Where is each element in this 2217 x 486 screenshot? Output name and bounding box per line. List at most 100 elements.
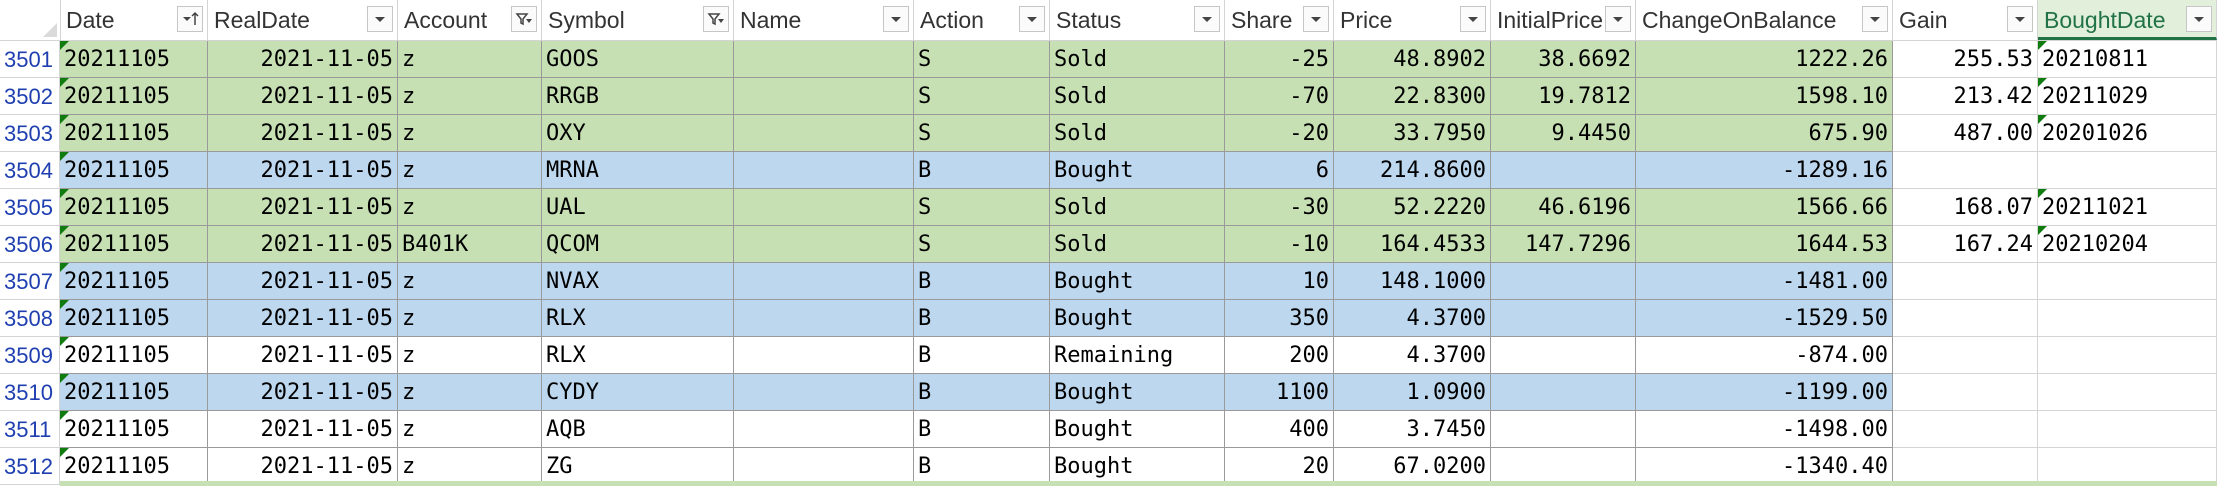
cell-name[interactable] [734, 115, 914, 152]
cell-date[interactable]: 20211105 [60, 78, 208, 115]
cell-share[interactable]: 400 [1225, 411, 1334, 448]
filter-dropdown-button[interactable] [1460, 6, 1486, 32]
cell-date[interactable]: 20211105 [60, 115, 208, 152]
cell-action[interactable]: S [914, 189, 1050, 226]
cell-date[interactable]: 20211105 [60, 448, 208, 485]
row-number[interactable]: 3512 [0, 448, 60, 485]
cell-price[interactable]: 33.7950 [1334, 115, 1491, 152]
column-header-date[interactable]: Date [60, 0, 208, 40]
row-number[interactable]: 3510 [0, 374, 60, 411]
cell-initialprice[interactable]: 147.7296 [1491, 226, 1636, 263]
cell-name[interactable] [734, 374, 914, 411]
row-number[interactable]: 3508 [0, 300, 60, 337]
cell-initialprice[interactable] [1491, 374, 1636, 411]
cell-changeonbalance[interactable]: 675.90 [1636, 115, 1893, 152]
column-header-initialprice[interactable]: InitialPrice [1491, 0, 1636, 40]
cell-realdate[interactable]: 2021-11-05 [208, 115, 398, 152]
cell-account[interactable]: z [398, 337, 542, 374]
cell-action[interactable]: B [914, 152, 1050, 189]
column-header-realdate[interactable]: RealDate [208, 0, 398, 40]
cell-boughtdate[interactable] [2038, 411, 2217, 448]
cell-changeonbalance[interactable]: -1529.50 [1636, 300, 1893, 337]
cell-status[interactable]: Bought [1050, 448, 1225, 485]
cell-initialprice[interactable] [1491, 448, 1636, 485]
filter-dropdown-button[interactable] [1194, 6, 1220, 32]
filter-dropdown-button[interactable] [1019, 6, 1045, 32]
cell-price[interactable]: 148.1000 [1334, 263, 1491, 300]
cell-status[interactable]: Sold [1050, 78, 1225, 115]
cell-symbol[interactable]: RRGB [542, 78, 734, 115]
cell-status[interactable]: Sold [1050, 189, 1225, 226]
cell-status[interactable]: Sold [1050, 115, 1225, 152]
cell-gain[interactable] [1893, 300, 2038, 337]
cell-action[interactable]: S [914, 226, 1050, 263]
cell-initialprice[interactable]: 38.6692 [1491, 41, 1636, 78]
cell-date[interactable]: 20211105 [60, 41, 208, 78]
cell-share[interactable]: 6 [1225, 152, 1334, 189]
cell-share[interactable]: -20 [1225, 115, 1334, 152]
cell-changeonbalance[interactable]: 1598.10 [1636, 78, 1893, 115]
cell-name[interactable] [734, 263, 914, 300]
cell-realdate[interactable]: 2021-11-05 [208, 152, 398, 189]
cell-boughtdate[interactable]: 20201026 [2038, 115, 2217, 152]
cell-date[interactable]: 20211105 [60, 300, 208, 337]
cell-name[interactable] [734, 189, 914, 226]
cell-account[interactable]: z [398, 448, 542, 485]
select-all-corner[interactable] [0, 0, 61, 40]
row-number[interactable]: 3504 [0, 152, 60, 189]
cell-symbol[interactable]: CYDY [542, 374, 734, 411]
cell-symbol[interactable]: NVAX [542, 263, 734, 300]
cell-initialprice[interactable]: 9.4450 [1491, 115, 1636, 152]
cell-date[interactable]: 20211105 [60, 226, 208, 263]
cell-name[interactable] [734, 226, 914, 263]
cell-action[interactable]: B [914, 448, 1050, 485]
cell-price[interactable]: 22.8300 [1334, 78, 1491, 115]
cell-realdate[interactable]: 2021-11-05 [208, 226, 398, 263]
cell-date[interactable]: 20211105 [60, 411, 208, 448]
column-header-gain[interactable]: Gain [1893, 0, 2038, 40]
cell-boughtdate[interactable]: 20210204 [2038, 226, 2217, 263]
cell-status[interactable]: Bought [1050, 152, 1225, 189]
cell-changeonbalance[interactable]: 1566.66 [1636, 189, 1893, 226]
cell-initialprice[interactable]: 19.7812 [1491, 78, 1636, 115]
filter-dropdown-button[interactable] [883, 6, 909, 32]
cell-account[interactable]: z [398, 41, 542, 78]
cell-share[interactable]: 20 [1225, 448, 1334, 485]
cell-gain[interactable]: 167.24 [1893, 226, 2038, 263]
row-number[interactable]: 3503 [0, 115, 60, 152]
active-filter-button[interactable] [511, 6, 537, 32]
cell-symbol[interactable]: MRNA [542, 152, 734, 189]
cell-initialprice[interactable]: 46.6196 [1491, 189, 1636, 226]
cell-gain[interactable]: 168.07 [1893, 189, 2038, 226]
cell-action[interactable]: S [914, 115, 1050, 152]
cell-name[interactable] [734, 300, 914, 337]
cell-gain[interactable] [1893, 152, 2038, 189]
cell-changeonbalance[interactable]: -1289.16 [1636, 152, 1893, 189]
cell-share[interactable]: 350 [1225, 300, 1334, 337]
cell-account[interactable]: z [398, 78, 542, 115]
cell-changeonbalance[interactable]: -1498.00 [1636, 411, 1893, 448]
cell-price[interactable]: 1.0900 [1334, 374, 1491, 411]
cell-share[interactable]: -25 [1225, 41, 1334, 78]
cell-action[interactable]: B [914, 411, 1050, 448]
row-number[interactable]: 3502 [0, 78, 60, 115]
cell-share[interactable]: -70 [1225, 78, 1334, 115]
filter-dropdown-button[interactable] [1303, 6, 1329, 32]
row-number[interactable]: 3505 [0, 189, 60, 226]
cell-changeonbalance[interactable]: -1340.40 [1636, 448, 1893, 485]
cell-share[interactable]: -10 [1225, 226, 1334, 263]
column-header-status[interactable]: Status [1050, 0, 1225, 40]
cell-changeonbalance[interactable]: -1199.00 [1636, 374, 1893, 411]
cell-share[interactable]: -30 [1225, 189, 1334, 226]
cell-boughtdate[interactable] [2038, 152, 2217, 189]
cell-price[interactable]: 164.4533 [1334, 226, 1491, 263]
cell-symbol[interactable]: RLX [542, 300, 734, 337]
row-number[interactable]: 3509 [0, 337, 60, 374]
cell-gain[interactable]: 255.53 [1893, 41, 2038, 78]
cell-symbol[interactable]: GOOS [542, 41, 734, 78]
cell-price[interactable]: 4.3700 [1334, 337, 1491, 374]
row-number[interactable]: 3501 [0, 41, 60, 78]
cell-initialprice[interactable] [1491, 411, 1636, 448]
column-header-boughtdate[interactable]: BoughtDate [2038, 0, 2217, 40]
cell-boughtdate[interactable]: 20211021 [2038, 189, 2217, 226]
